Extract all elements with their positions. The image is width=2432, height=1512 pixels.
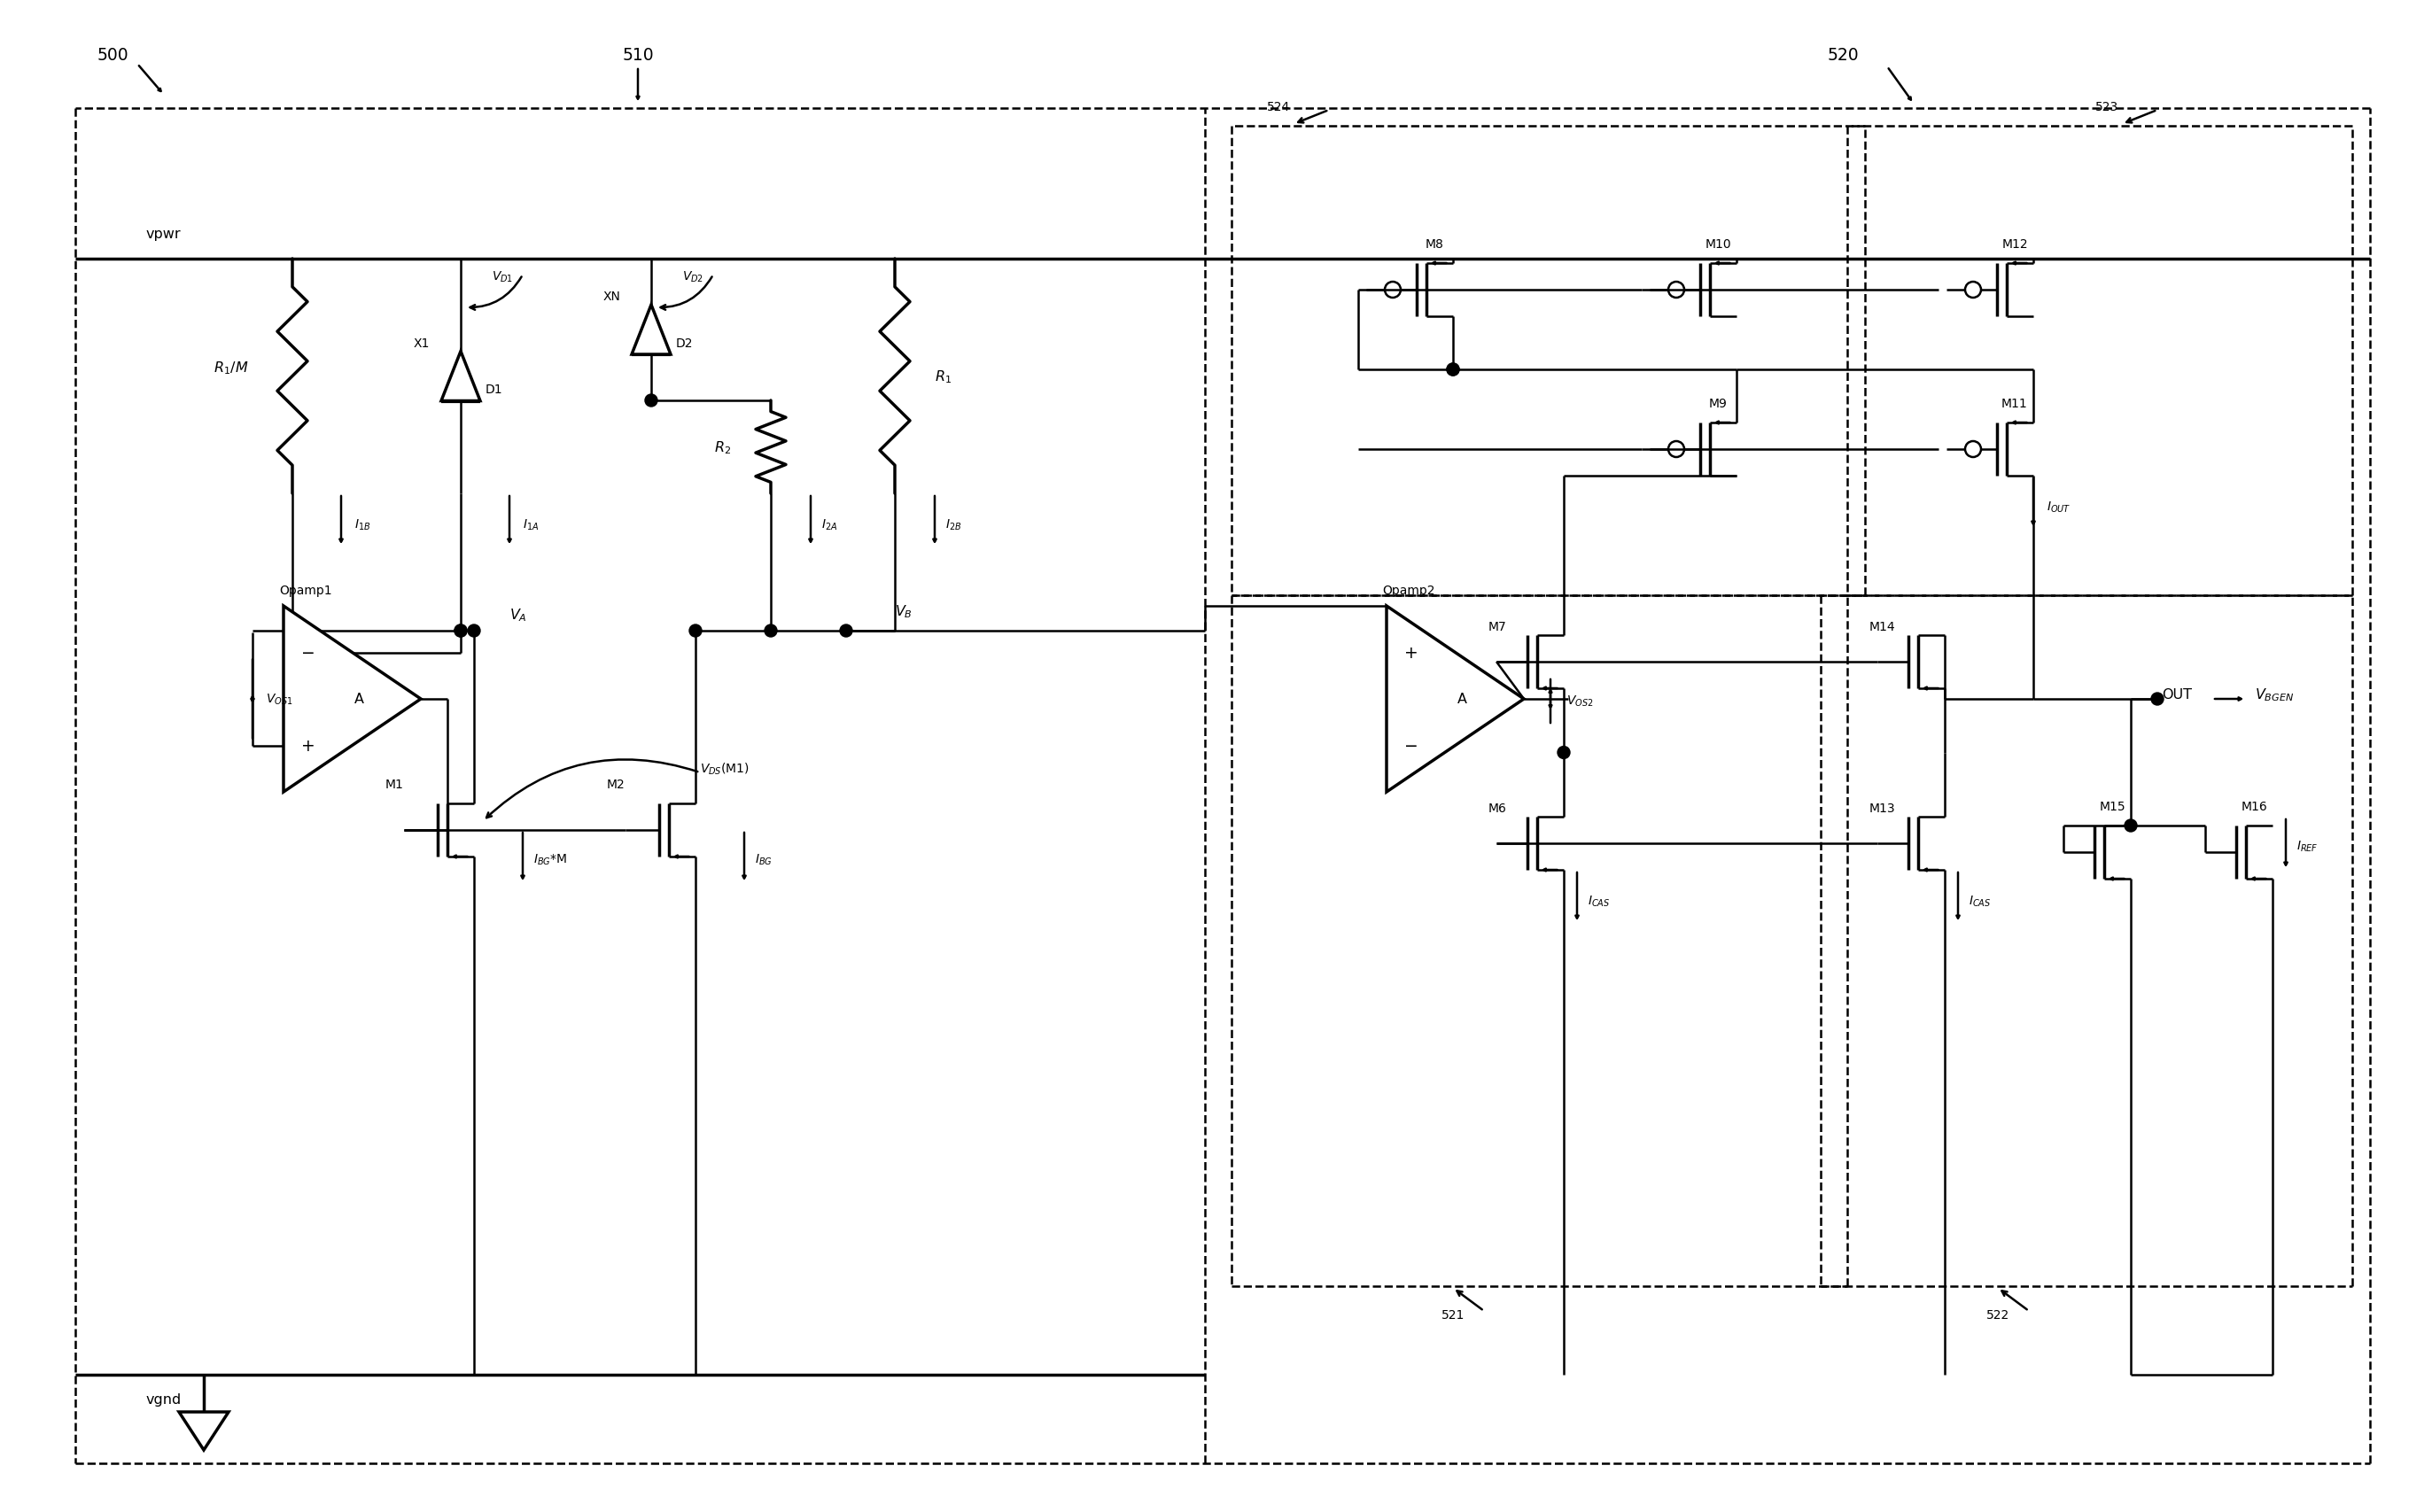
Text: −: − <box>302 644 316 661</box>
Circle shape <box>764 624 776 638</box>
Circle shape <box>688 624 703 638</box>
Polygon shape <box>1386 606 1525 792</box>
Text: OUT: OUT <box>2162 688 2191 702</box>
Text: +: + <box>1403 644 1418 661</box>
Circle shape <box>1556 747 1571 759</box>
Text: $I_{2B}$: $I_{2B}$ <box>946 517 961 532</box>
Text: M14: M14 <box>1870 620 1895 634</box>
Text: $I_{BG}$: $I_{BG}$ <box>754 853 773 866</box>
Text: M10: M10 <box>1705 237 1732 251</box>
Circle shape <box>2126 820 2138 832</box>
Text: 520: 520 <box>1826 47 1858 64</box>
Text: $I_{1A}$: $I_{1A}$ <box>523 517 540 532</box>
Circle shape <box>455 624 467 638</box>
Text: 500: 500 <box>97 47 129 64</box>
Text: M11: M11 <box>2002 398 2028 410</box>
Text: M6: M6 <box>1488 801 1508 815</box>
Text: Opamp2: Opamp2 <box>1381 584 1435 597</box>
Text: M7: M7 <box>1488 620 1508 634</box>
Text: M15: M15 <box>2099 800 2126 812</box>
Text: $V_A$: $V_A$ <box>508 606 528 623</box>
Text: D1: D1 <box>486 384 503 396</box>
Text: $V_{BGEN}$: $V_{BGEN}$ <box>2254 686 2293 703</box>
Text: M9: M9 <box>1710 398 1727 410</box>
Text: $V_{DS}$(M1): $V_{DS}$(M1) <box>700 761 749 776</box>
Text: vpwr: vpwr <box>146 228 182 242</box>
Text: A: A <box>1457 692 1466 706</box>
Text: M16: M16 <box>2240 800 2267 812</box>
Polygon shape <box>285 606 421 792</box>
Circle shape <box>839 624 851 638</box>
Text: $I_{REF}$: $I_{REF}$ <box>2296 839 2318 854</box>
Text: 510: 510 <box>623 47 654 64</box>
Text: $R_1$: $R_1$ <box>934 369 951 386</box>
Text: 521: 521 <box>1442 1308 1464 1321</box>
Text: $I_{BG}$*M: $I_{BG}$*M <box>533 853 567 866</box>
Text: vgnd: vgnd <box>146 1393 182 1406</box>
Text: D2: D2 <box>676 337 693 349</box>
Text: XN: XN <box>603 290 620 302</box>
Circle shape <box>644 395 657 407</box>
Text: X1: X1 <box>413 337 430 349</box>
Text: $I_{2A}$: $I_{2A}$ <box>822 517 837 532</box>
Circle shape <box>1447 364 1459 376</box>
Text: $V_{OS2}$: $V_{OS2}$ <box>1566 694 1593 709</box>
Text: M8: M8 <box>1425 237 1445 251</box>
Text: $I_{1B}$: $I_{1B}$ <box>355 517 370 532</box>
Text: $V_{D1}$: $V_{D1}$ <box>491 269 513 284</box>
Text: $R_2$: $R_2$ <box>715 438 732 455</box>
Text: M13: M13 <box>1870 801 1895 815</box>
Text: +: + <box>302 738 316 754</box>
Text: 522: 522 <box>1987 1308 2009 1321</box>
Text: Opamp1: Opamp1 <box>280 584 331 597</box>
Circle shape <box>467 624 479 638</box>
Text: $R_1/M$: $R_1/M$ <box>214 360 248 376</box>
Text: 524: 524 <box>1267 101 1291 113</box>
Polygon shape <box>632 305 671 355</box>
Circle shape <box>2152 692 2164 706</box>
Text: M1: M1 <box>384 779 404 791</box>
Text: $I_{CAS}$: $I_{CAS}$ <box>1967 894 1992 909</box>
Text: M2: M2 <box>608 779 625 791</box>
Text: $V_B$: $V_B$ <box>895 603 912 620</box>
Text: $V_{OS1}$: $V_{OS1}$ <box>265 692 292 706</box>
Text: $V_{D2}$: $V_{D2}$ <box>683 269 703 284</box>
Circle shape <box>455 624 467 638</box>
Text: 523: 523 <box>2096 101 2118 113</box>
Circle shape <box>1447 364 1459 376</box>
Text: −: − <box>1403 738 1418 754</box>
Text: A: A <box>355 692 365 706</box>
Polygon shape <box>440 352 479 402</box>
Text: $I_{CAS}$: $I_{CAS}$ <box>1588 894 1610 909</box>
Text: $I_{OUT}$: $I_{OUT}$ <box>2048 500 2072 514</box>
Text: M12: M12 <box>2002 237 2028 251</box>
